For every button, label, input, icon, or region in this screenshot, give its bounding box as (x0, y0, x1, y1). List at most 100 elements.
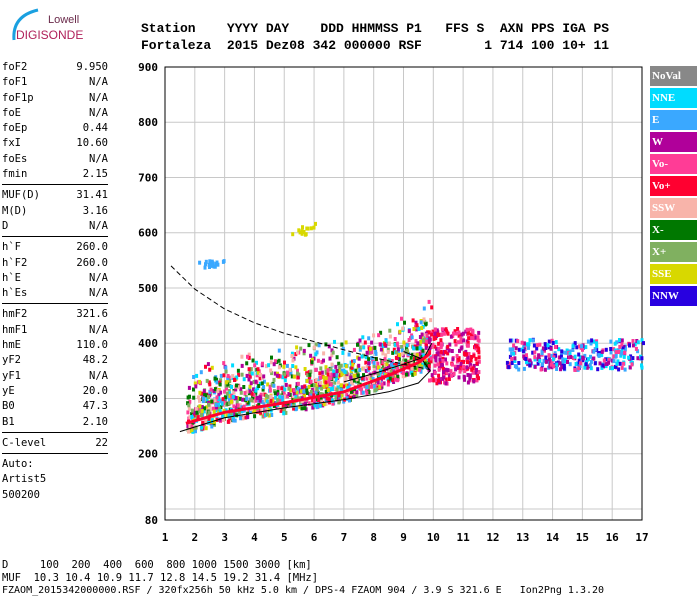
echo-point (537, 354, 541, 359)
echo-point (274, 395, 278, 400)
echo-point (568, 349, 572, 354)
echo-point (412, 359, 415, 364)
echo-point (560, 349, 564, 354)
echo-point (284, 410, 288, 415)
echo-point (547, 345, 551, 350)
echo-point (424, 357, 428, 362)
echo-point (350, 380, 353, 385)
param-value: 22 (95, 436, 108, 449)
echo-point (210, 365, 214, 370)
echo-point (311, 387, 315, 392)
distance-line: D 100 200 400 600 800 1000 1500 3000 [km… (2, 559, 312, 571)
echo-point (386, 347, 390, 352)
echo-point (475, 378, 479, 383)
echo-point (329, 367, 333, 372)
echo-point (347, 394, 351, 399)
echo-point (373, 345, 377, 350)
echo-point (190, 427, 194, 432)
echo-point (247, 377, 251, 382)
echo-point (466, 360, 469, 365)
echo-point (420, 332, 424, 337)
echo-point (446, 331, 450, 336)
echo-point (396, 375, 400, 379)
echo-point (367, 336, 371, 341)
echo-point (210, 399, 214, 404)
echo-point (210, 263, 214, 268)
echo-point (365, 350, 369, 355)
echo-point (308, 372, 312, 377)
echo-point (404, 358, 408, 363)
echo-point (232, 418, 236, 423)
echo-point (310, 383, 314, 387)
echo-point (449, 369, 453, 374)
echo-point (242, 404, 246, 409)
echo-point (463, 377, 466, 382)
echo-point (614, 364, 617, 369)
echo-point (573, 354, 577, 359)
echo-point (218, 409, 222, 414)
echo-point (425, 343, 428, 348)
legend-item-w: W (650, 132, 697, 152)
echo-point (217, 407, 221, 411)
echo-point (290, 374, 294, 379)
echo-point (513, 364, 517, 369)
echo-point (464, 367, 468, 372)
echo-point (307, 370, 311, 375)
echo-point (620, 342, 624, 347)
echo-point (381, 367, 385, 372)
echo-point (466, 373, 470, 377)
echo-point (512, 351, 516, 356)
echo-point (218, 382, 222, 387)
echo-point (472, 379, 476, 384)
echo-point (349, 394, 352, 399)
echo-point (600, 349, 604, 354)
echo-point (548, 364, 552, 369)
echo-point (365, 385, 369, 390)
echo-point (204, 262, 207, 267)
echo-point (607, 357, 611, 362)
echo-point (333, 386, 337, 391)
echo-point (460, 359, 464, 364)
echo-point (253, 363, 257, 368)
echo-point (235, 399, 239, 404)
echo-point (539, 367, 543, 372)
echo-point (300, 406, 304, 411)
y-tick-label: 300 (138, 392, 158, 405)
echo-point (252, 387, 255, 392)
echo-point (289, 370, 293, 375)
echo-point (311, 405, 315, 410)
echo-point (252, 393, 256, 397)
echo-point (282, 407, 286, 411)
echo-point (548, 357, 551, 362)
echo-point (224, 369, 228, 374)
echo-point (428, 378, 431, 383)
echo-point (465, 327, 469, 332)
echo-point (372, 384, 376, 389)
echo-point (198, 404, 202, 409)
legend-item-noval: NoVal (650, 66, 697, 86)
echo-point (575, 345, 579, 350)
echo-point (396, 344, 400, 349)
echo-point (522, 366, 526, 371)
echo-point (418, 367, 421, 372)
echo-point (612, 354, 616, 359)
echo-point (377, 365, 380, 370)
echo-point (585, 365, 589, 370)
param-name: B0 (2, 400, 15, 413)
echo-point (270, 382, 274, 387)
echo-point (472, 353, 476, 358)
echo-point (447, 373, 451, 378)
echo-point (242, 377, 246, 382)
echo-point (441, 356, 445, 361)
echo-point (296, 386, 300, 391)
echo-point (533, 357, 537, 362)
echo-point (413, 352, 417, 357)
echo-point (330, 348, 334, 353)
echo-point (474, 370, 478, 375)
echo-point (453, 339, 457, 344)
echo-point (352, 359, 356, 363)
echo-point (235, 383, 238, 388)
echo-point (223, 389, 227, 394)
echo-point (476, 335, 480, 340)
echo-point (256, 409, 260, 413)
